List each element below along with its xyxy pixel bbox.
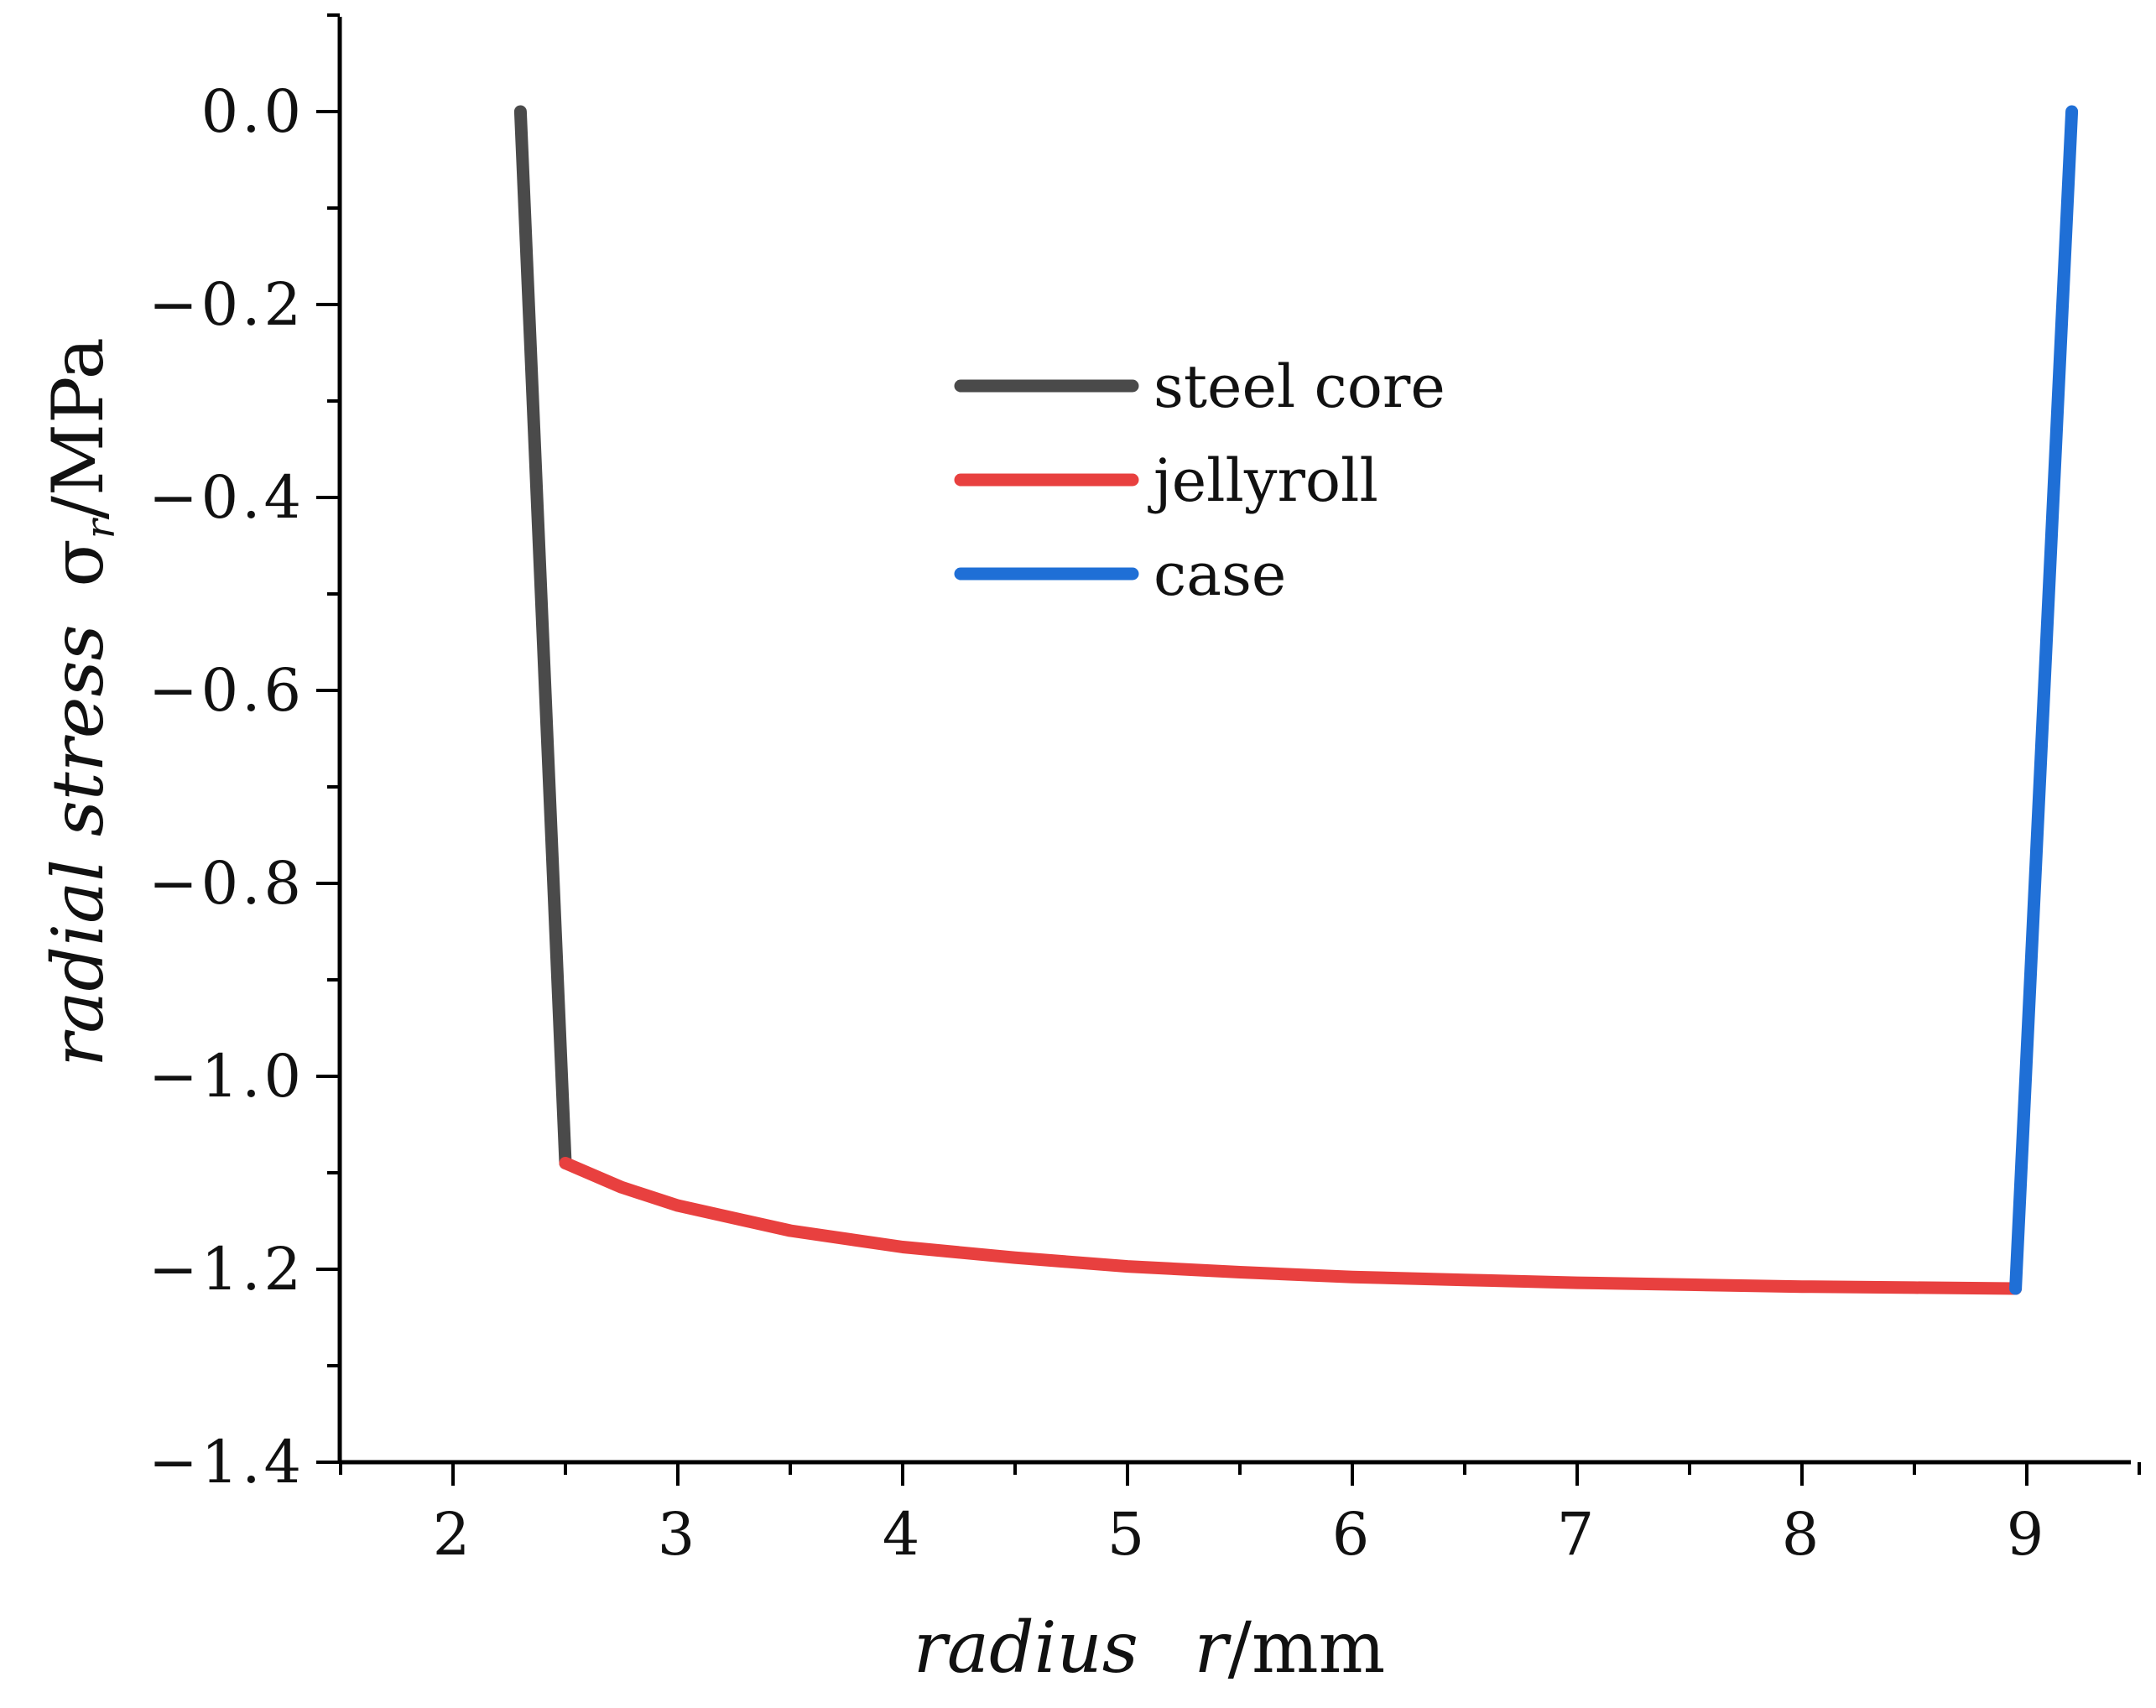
x-axis-title-symbol: r — [1195, 1606, 1232, 1689]
x-tick-label: 4 — [883, 1500, 924, 1569]
series-line-steel-core — [513, 105, 572, 1169]
y-tick-label: −1.2 — [148, 1235, 305, 1304]
x-tick-label: 7 — [1557, 1500, 1598, 1569]
x-tick-label: 3 — [658, 1500, 699, 1569]
x-axis-title-word: radius — [914, 1606, 1138, 1689]
y-axis-title-unit: /MPa — [37, 337, 119, 519]
y-tick-label: −1.0 — [148, 1042, 305, 1111]
legend-label-jellyroll: jellyroll — [1148, 446, 1378, 515]
y-tick-label: −1.4 — [148, 1428, 305, 1497]
x-tick-label: 9 — [2007, 1500, 2048, 1569]
y-tick-label: −0.4 — [148, 463, 305, 532]
x-axis-title-unit: /mm — [1228, 1606, 1386, 1689]
y-axis-title: radial stress σr/MPa — [37, 337, 124, 1067]
x-tick-label: 5 — [1107, 1500, 1148, 1569]
y-axis-title-symbol: σ — [37, 539, 119, 586]
y-axis-title-word: radial stress — [37, 624, 119, 1066]
legend-label-steel-core: steel core — [1154, 352, 1445, 421]
x-tick-label: 2 — [433, 1500, 474, 1569]
series-layer — [513, 105, 2079, 1295]
y-tick-label: −0.2 — [148, 270, 305, 339]
legend: steel core jellyroll case — [954, 352, 1445, 609]
y-tick-label: 0.0 — [201, 77, 305, 146]
y-axis-title-subscript: r — [77, 517, 124, 539]
y-tick-label: −0.6 — [148, 656, 305, 725]
axes-layer: 0.0 −0.2 −0.4 −0.6 −0.8 −1.0 −1.2 −1.4 2 3 4 5 6 7 8 9 — [148, 13, 2141, 1569]
series-line-case — [2009, 105, 2079, 1295]
x-tick-label: 8 — [1782, 1500, 1823, 1569]
y-tick-label: −0.8 — [148, 849, 305, 918]
x-tick-label: 6 — [1332, 1500, 1373, 1569]
series-line-jellyroll — [559, 1157, 2023, 1295]
legend-label-case: case — [1154, 540, 1286, 609]
x-axis-title: radius r/mm — [914, 1606, 1386, 1689]
